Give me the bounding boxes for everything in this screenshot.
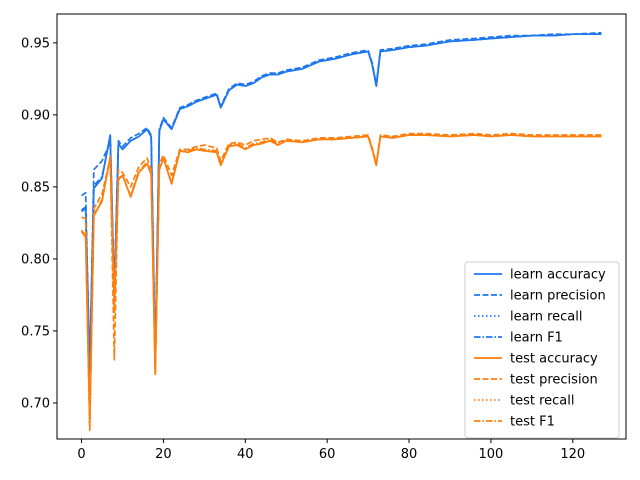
series-line-3	[81, 33, 602, 404]
y-tick-label: 0.80	[21, 252, 50, 267]
x-tick-label: 100	[478, 447, 503, 462]
series-line-1	[81, 31, 602, 376]
legend-label-1: learn precision	[510, 289, 606, 304]
x-tick-label: 0	[77, 447, 85, 462]
x-tick-label: 20	[155, 447, 172, 462]
y-tick-label: 0.95	[21, 36, 50, 51]
legend-label-4: test accuracy	[510, 352, 598, 367]
series-line-7	[80, 134, 602, 433]
legend-label-3: learn F1	[510, 331, 563, 346]
x-tick-label: 80	[401, 447, 418, 462]
x-axis: 0 20 40 60 80 100 120	[77, 439, 585, 462]
legend-label-7: test F1	[510, 415, 555, 430]
series-line-5	[81, 132, 602, 426]
y-axis: 0.70 0.75 0.80 0.85 0.90 0.95	[21, 36, 57, 411]
legend-label-6: test recall	[510, 394, 575, 409]
legend-label-5: test precision	[510, 373, 598, 388]
x-tick-label: 120	[560, 447, 585, 462]
y-tick-label: 0.75	[21, 324, 50, 339]
y-tick-label: 0.90	[21, 108, 50, 123]
x-tick-label: 60	[319, 447, 336, 462]
series-layer	[80, 31, 602, 433]
y-tick-label: 0.85	[21, 180, 50, 195]
legend-label-2: learn recall	[510, 310, 582, 325]
legend-label-0: learn accuracy	[510, 268, 606, 283]
legend-box	[464, 261, 620, 439]
y-tick-label: 0.70	[21, 396, 50, 411]
x-tick-label: 40	[237, 447, 254, 462]
plot-frame	[56, 13, 627, 440]
legend: learn accuracy learn precision learn recal…	[464, 261, 620, 439]
